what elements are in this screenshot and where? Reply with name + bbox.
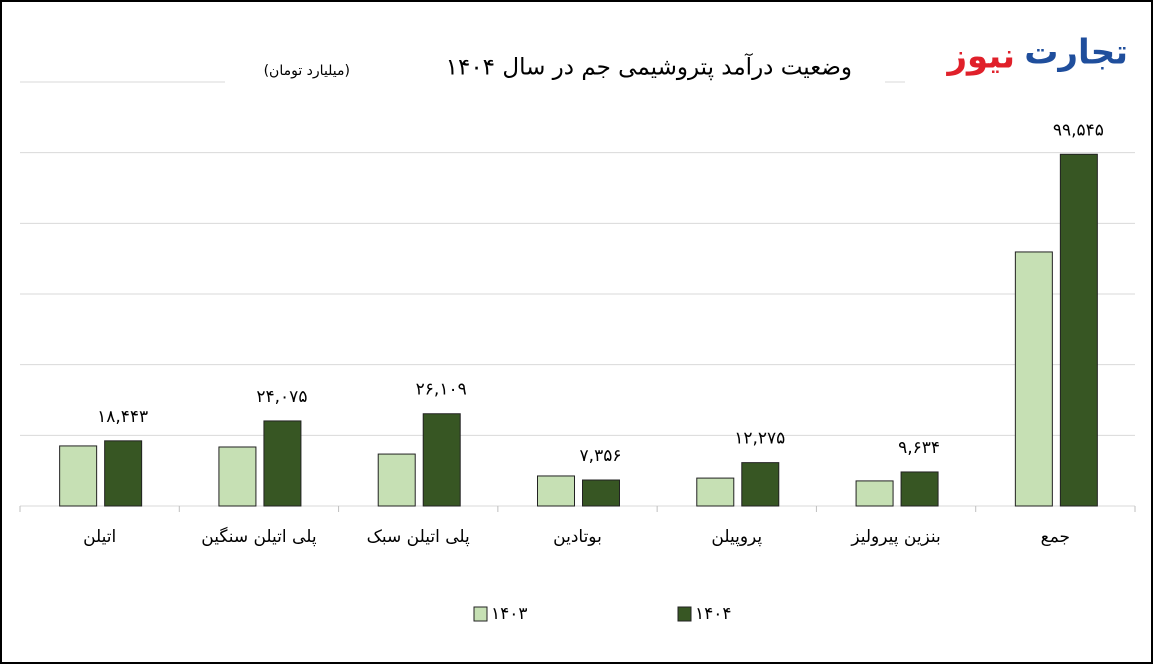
- bar: [537, 475, 575, 507]
- legend-label: ۱۴۰۳: [491, 604, 528, 624]
- bar: [104, 440, 143, 507]
- data-label: ۲۴,۰۷۵: [256, 387, 307, 407]
- chart-subtitle: (میلیارد تومان): [264, 63, 350, 79]
- data-label: ۹,۶۳۴: [898, 438, 940, 458]
- data-label: ۱۲,۲۷۵: [734, 429, 785, 449]
- legend-swatch: [473, 606, 488, 622]
- logo-text: نیوز: [945, 37, 1015, 77]
- logo-background: [905, 25, 1140, 90]
- x-tick-label: اتیلن: [83, 527, 116, 547]
- bar: [59, 445, 98, 507]
- data-label: ۲۶,۱۰۹: [416, 380, 467, 400]
- legend-swatch: [677, 606, 692, 622]
- x-tick-label: بوتادین: [553, 527, 602, 547]
- x-tick-label: جمع: [1041, 527, 1070, 547]
- data-label: ۷,۳۵۶: [580, 446, 622, 466]
- bar: [377, 453, 416, 507]
- data-label: ۱۸,۴۴۳: [97, 407, 148, 427]
- bar: [741, 462, 780, 507]
- bar: [263, 420, 302, 507]
- data-label: ۹۹,۵۴۵: [1053, 120, 1104, 140]
- bar: [900, 471, 939, 507]
- legend-label: ۱۴۰۴: [695, 604, 732, 624]
- bar: [1059, 153, 1098, 507]
- logo-text: تجارت: [1024, 33, 1128, 73]
- x-tick-label: پروپیلن: [711, 527, 762, 547]
- bar: [582, 479, 620, 507]
- bar: [422, 413, 461, 507]
- bar: [855, 480, 894, 507]
- bar: [1014, 251, 1053, 507]
- bar: [696, 477, 735, 507]
- bar: [218, 446, 257, 507]
- title-background: [225, 50, 885, 90]
- chart-title: وضعیت درآمد پتروشیمی جم در سال ۱۴۰۴: [446, 53, 852, 81]
- x-tick-label: بنزین پیرولیز: [850, 527, 940, 547]
- x-tick-label: پلی اتیلن سنگین: [201, 526, 317, 547]
- x-tick-label: پلی اتیلن سبک: [367, 527, 470, 547]
